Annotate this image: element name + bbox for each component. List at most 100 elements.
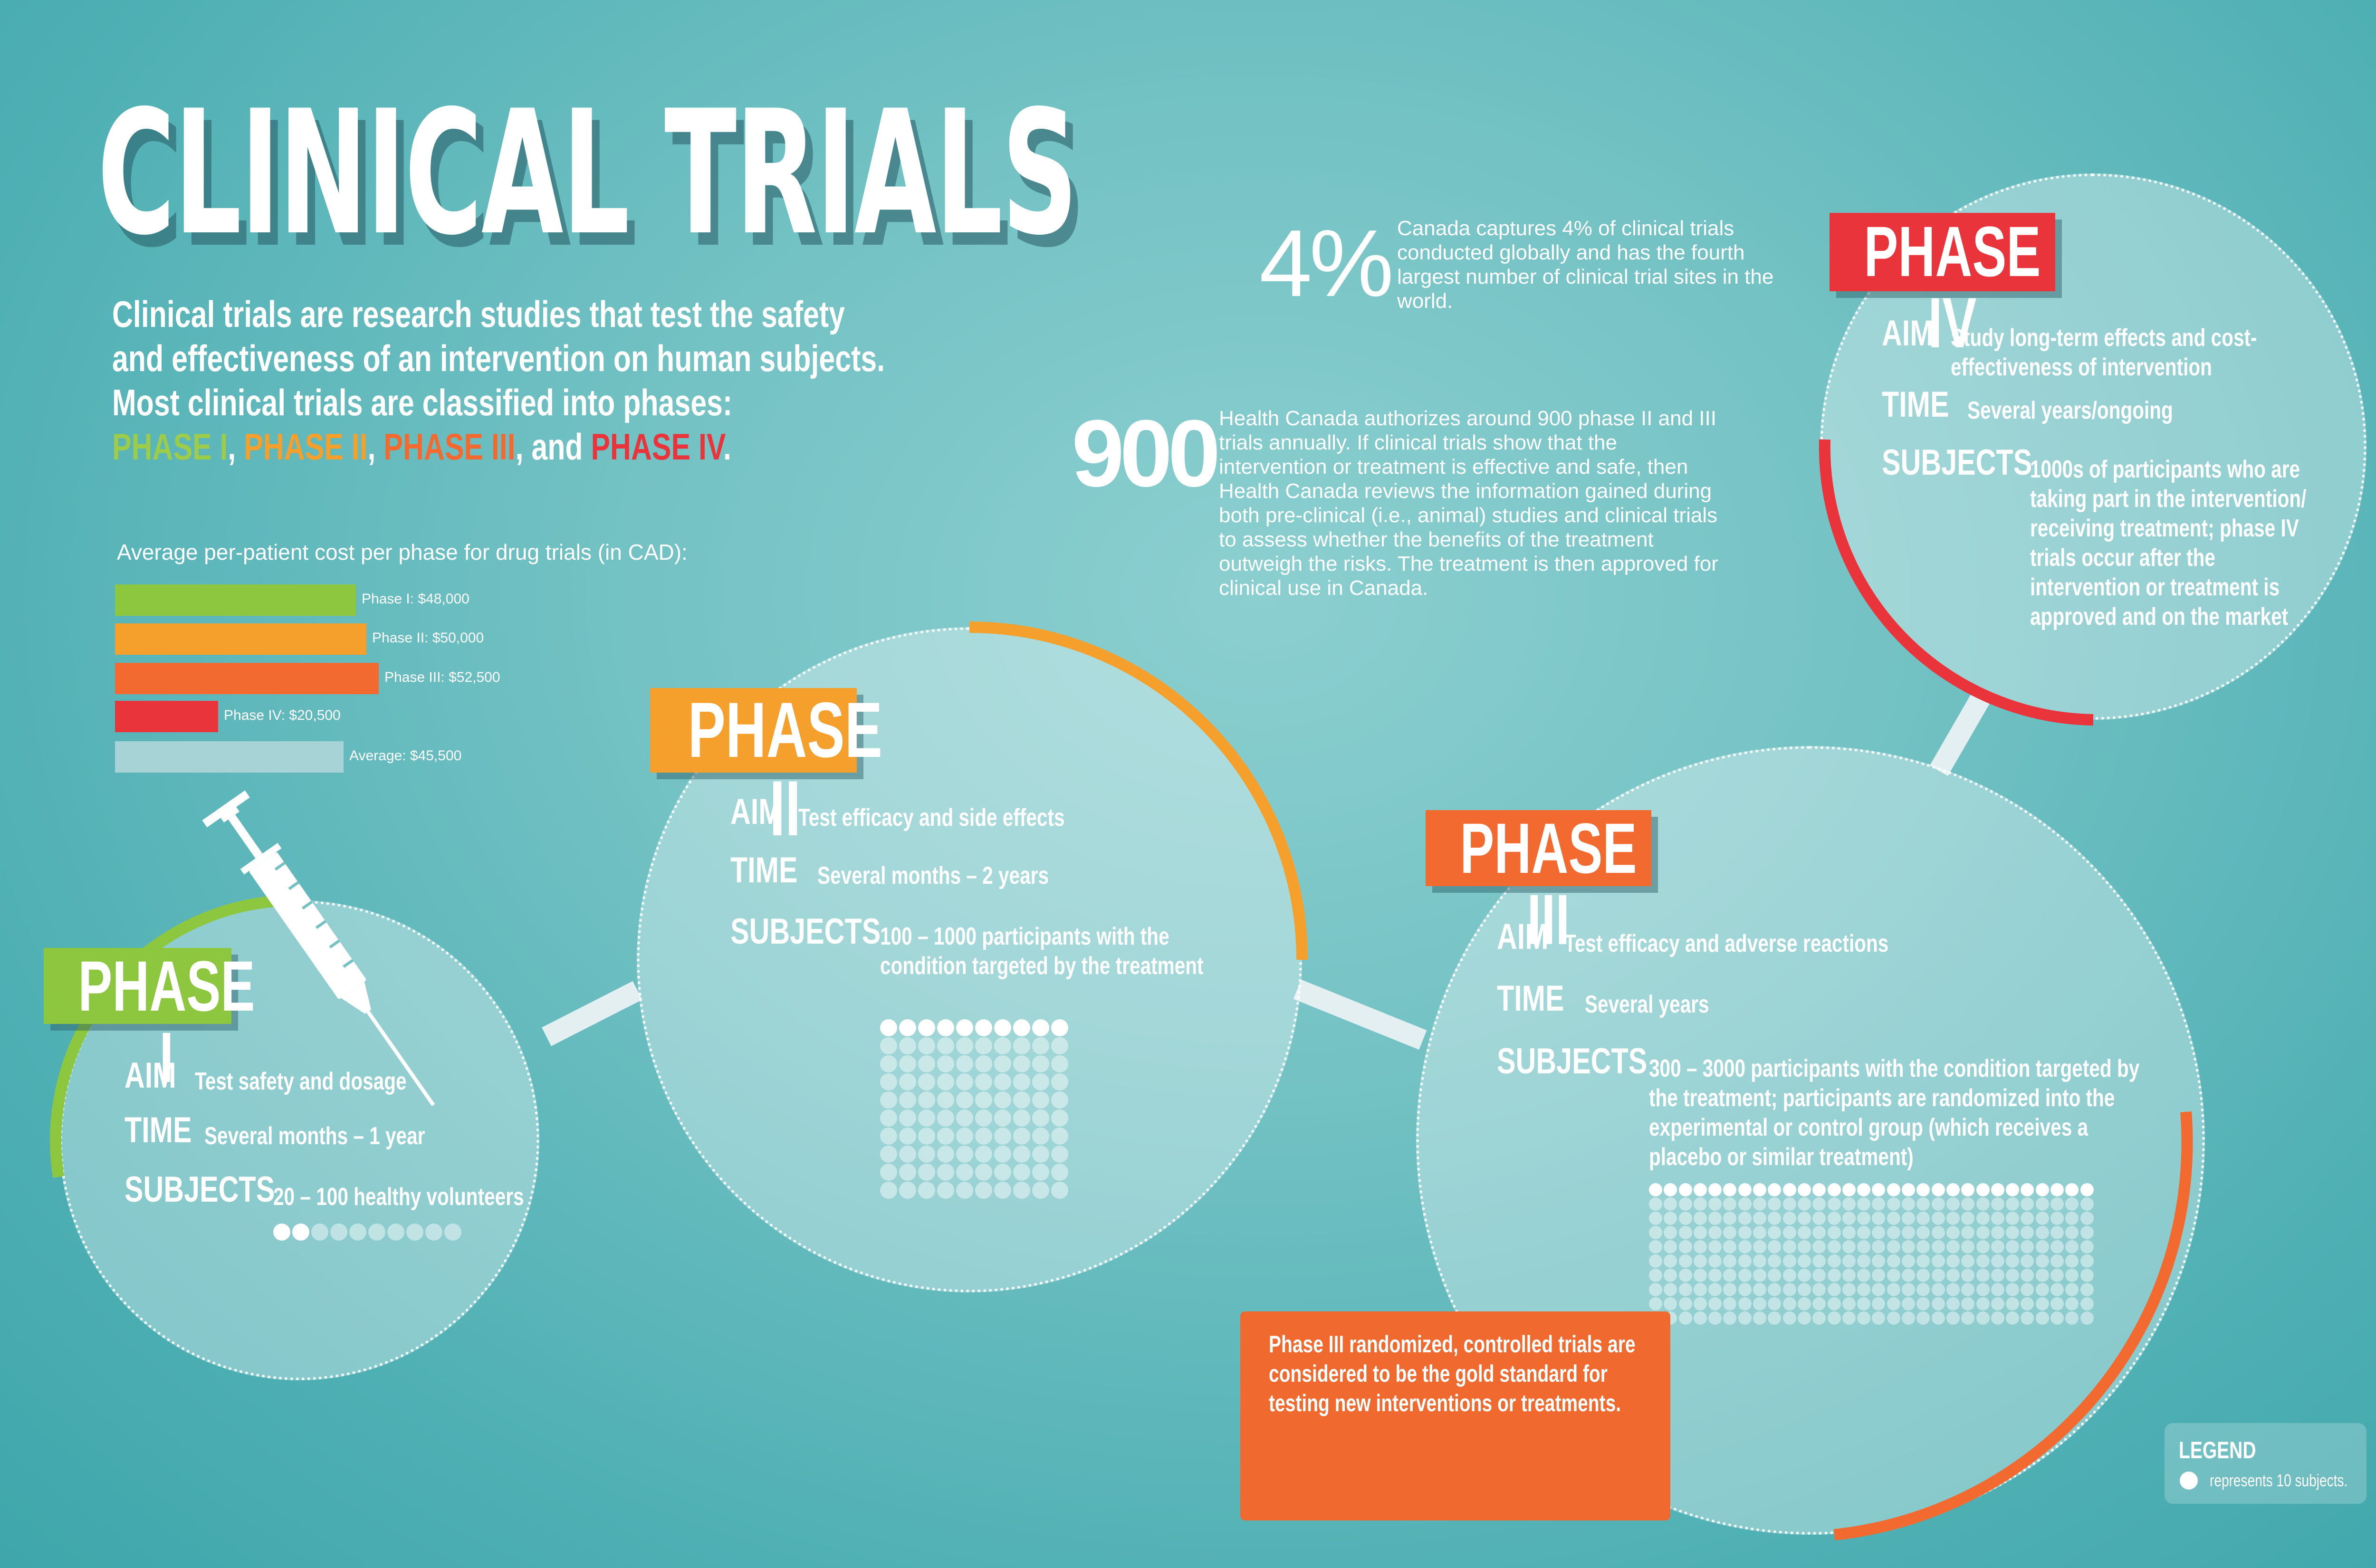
subject-dot (975, 1128, 992, 1145)
subject-dot (956, 1146, 973, 1163)
subject-dot (1738, 1311, 1752, 1325)
subject-dot (2021, 1297, 2034, 1310)
subject-dot (1782, 1183, 1796, 1196)
subject-dot (1664, 1183, 1677, 1196)
subject-dot (956, 1182, 973, 1199)
subject-dot (1051, 1073, 1068, 1090)
subject-dot (1738, 1183, 1752, 1196)
subject-dot (2080, 1311, 2094, 1325)
intro-phase-1: PHASE I (112, 426, 228, 468)
subject-dot (975, 1091, 992, 1109)
subject-dot (1976, 1197, 1990, 1211)
subject-dot (1753, 1197, 1767, 1211)
subject-dot (1991, 1212, 2004, 1225)
subject-dot (994, 1019, 1011, 1036)
subject-dot (1872, 1212, 1886, 1225)
intro-end: . (723, 426, 731, 468)
subject-dot (1032, 1182, 1049, 1199)
subject-dot (2050, 1269, 2064, 1282)
subject-dot (1991, 1226, 2004, 1239)
phase-2-subjects: 100 – 1000 participants with the conditi… (880, 923, 1204, 980)
subject-dot (1723, 1212, 1737, 1225)
subject-dot (1753, 1269, 1767, 1282)
subject-dot (1013, 1091, 1030, 1109)
phase-1-subjects-key: SUBJECTS (125, 1169, 275, 1210)
subject-dot (1708, 1226, 1722, 1239)
subject-dot (1723, 1226, 1737, 1239)
subject-dot (2021, 1283, 2034, 1296)
subject-dot (937, 1037, 954, 1054)
subject-dot (1664, 1212, 1677, 1225)
subject-dot (1649, 1197, 1662, 1211)
phase-4-time: Several years/ongoing (1967, 397, 2173, 424)
subject-dot (1797, 1226, 1811, 1239)
subject-dot (1678, 1212, 1692, 1225)
subject-dot (1916, 1254, 1930, 1268)
subject-dot (1872, 1254, 1886, 1268)
subject-dot (1051, 1146, 1068, 1163)
subject-dot (975, 1182, 992, 1199)
subject-dot (2050, 1254, 2064, 1268)
subject-dot (1931, 1212, 1945, 1225)
subject-dot (1827, 1311, 1841, 1325)
subject-dot (1902, 1311, 1916, 1325)
subject-dot (1768, 1212, 1782, 1225)
subject-dot (1812, 1297, 1826, 1310)
legend-title: LEGEND (2179, 1437, 2256, 1463)
subject-dot (2006, 1183, 2020, 1196)
subject-dot (2080, 1183, 2094, 1196)
subject-dot (1827, 1254, 1841, 1268)
subject-dot (1961, 1197, 1975, 1211)
subject-dot (1649, 1240, 1662, 1253)
phase-4-label: PHASE IV (1830, 213, 2055, 358)
subject-dot (1013, 1055, 1030, 1072)
subject-dot (975, 1109, 992, 1127)
phase-2-subject-dots (880, 1019, 1070, 1199)
subject-dot (1902, 1269, 1916, 1282)
subject-dot (1797, 1269, 1811, 1282)
subject-dot (1708, 1311, 1722, 1325)
subject-dot (1842, 1183, 1856, 1196)
subject-dot (2006, 1212, 2020, 1225)
subject-dot (1693, 1269, 1707, 1282)
phase-4-time-key: TIME (1882, 384, 1949, 425)
subject-dot (1812, 1197, 1826, 1211)
subject-dot (1872, 1269, 1886, 1282)
subject-dot (1723, 1183, 1737, 1196)
subject-dot (1976, 1297, 1990, 1310)
subject-dot (1708, 1254, 1722, 1268)
subject-dot (1678, 1254, 1692, 1268)
phase-3-time: Several years (1585, 991, 1709, 1018)
subject-dot (1931, 1283, 1945, 1296)
subject-dot (1961, 1183, 1975, 1196)
cost-bar-label: Average: $45,500 (349, 748, 462, 764)
subject-dot (1827, 1197, 1841, 1211)
subject-dot (1857, 1183, 1871, 1196)
subject-dot (2080, 1269, 2094, 1282)
subject-dot (2050, 1311, 2064, 1325)
subject-dot (1961, 1269, 1975, 1282)
subject-dot (1872, 1297, 1886, 1310)
subject-dot (1768, 1254, 1782, 1268)
subject-dot (1693, 1283, 1707, 1296)
subject-dot (956, 1164, 973, 1181)
subject-dot (1827, 1226, 1841, 1239)
subject-dot (899, 1055, 916, 1072)
subject-dot (387, 1224, 404, 1241)
subject-dot (1931, 1269, 1945, 1282)
subject-dot (1902, 1240, 1916, 1253)
subject-dot (2080, 1254, 2094, 1268)
subject-dot (1738, 1197, 1752, 1211)
subject-dot (1902, 1254, 1916, 1268)
subject-dot (2035, 1297, 2049, 1310)
subject-dot (956, 1055, 973, 1072)
subject-dot (1842, 1283, 1856, 1296)
cost-chart-title: Average per-patient cost per phase for d… (117, 540, 688, 564)
subject-dot (1051, 1055, 1068, 1072)
subject-dot (1961, 1212, 1975, 1225)
subject-dot (1887, 1197, 1900, 1211)
subject-dot (1991, 1254, 2004, 1268)
subject-dot (937, 1091, 954, 1109)
subject-dot (1708, 1269, 1722, 1282)
subject-dot (918, 1055, 935, 1072)
